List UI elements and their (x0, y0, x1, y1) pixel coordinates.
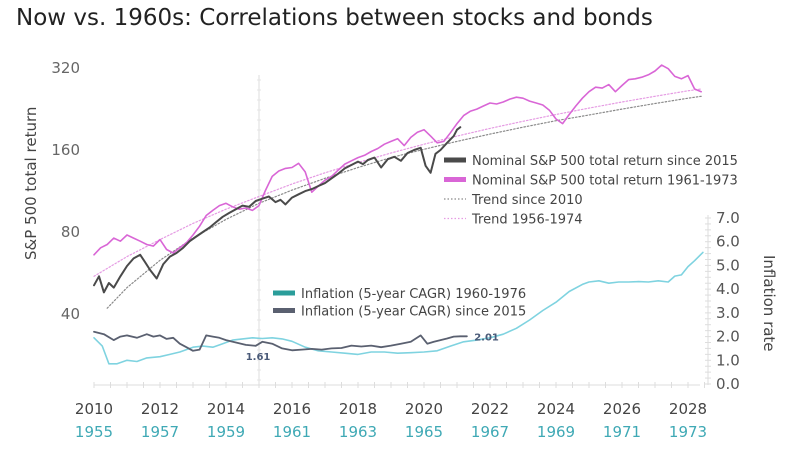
y-tick-left-label: 160 (51, 141, 80, 159)
legend-swatch (273, 290, 295, 296)
legend-label: Trend since 2010 (471, 193, 583, 208)
x-tick-label: 2016 (273, 400, 311, 418)
legend-label: Nominal S&P 500 total return since 2015 (472, 154, 738, 169)
annotation-label: 2.01 (474, 332, 499, 343)
x-tick-label: 2020 (405, 400, 443, 418)
x2-tick-label: 1961 (273, 423, 311, 441)
legend-label: Nominal S&P 500 total return 1961-1973 (472, 174, 738, 189)
legend-label: Inflation (5-year CAGR) since 2015 (301, 305, 526, 320)
x-tick-label: 2028 (669, 400, 707, 418)
series-inflation-5-year-cagr-1960-1976 (93, 251, 704, 365)
y-tick-right-label: 2.0 (716, 328, 740, 346)
series-inflation-5-year-cagr-since-2015 (93, 330, 468, 352)
legend-top: Nominal S&P 500 total return since 2015 N… (444, 154, 738, 228)
chart-title: Now vs. 1960s: Correlations between stoc… (16, 5, 653, 31)
x2-tick-label: 1963 (339, 423, 377, 441)
x2-tick-label: 1971 (603, 423, 641, 441)
axes-layer (93, 75, 711, 388)
x-tick-label: 2010 (75, 400, 113, 418)
x2-tick-label: 1969 (537, 423, 575, 441)
y-tick-right-label: 7.0 (716, 209, 740, 227)
x-tick-label: 2018 (339, 400, 377, 418)
series-nominal-s-p-500-total-return-since-2015 (93, 126, 462, 294)
x2-tick-label: 1955 (75, 423, 113, 441)
annotation-layer: 1.61 2.01 (246, 332, 499, 362)
legend-label: Inflation (5-year CAGR) 1960-1976 (301, 287, 526, 302)
annotation-label: 1.61 (246, 352, 271, 363)
x-tick-label: 2026 (603, 400, 641, 418)
series-trend-since-2010 (106, 95, 702, 309)
y-tick-left-label: 80 (61, 223, 80, 241)
x2-tick-label: 1959 (207, 423, 245, 441)
y-tick-right-label: 0.0 (716, 375, 740, 393)
x-tick-label: 2014 (207, 400, 245, 418)
y-tick-right-label: 6.0 (716, 233, 740, 251)
y-axis-label-right: Inflation rate (760, 255, 778, 352)
y-tick-right-label: 1.0 (716, 351, 740, 369)
series-layer (93, 64, 704, 365)
x-tick-label: 2024 (537, 400, 575, 418)
legend-swatch (444, 177, 466, 182)
y-tick-left-label: 320 (51, 59, 80, 77)
series-nominal-s-p-500-total-return-1961-1973 (93, 64, 703, 256)
y-tick-right-label: 4.0 (716, 280, 740, 298)
legend-label: Trend 1956-1974 (471, 213, 583, 228)
y-tick-left-label: 40 (61, 305, 80, 323)
y-tick-right-label: 5.0 (716, 256, 740, 274)
x-tick-label: 2022 (471, 400, 509, 418)
x2-tick-label: 1967 (471, 423, 509, 441)
y-axis-label-left: S&P 500 total return (22, 107, 40, 260)
legend-swatch (444, 157, 466, 163)
series-trend-1956-1974 (93, 88, 702, 277)
x-tick-label: 2012 (141, 400, 179, 418)
y-tick-right-label: 3.0 (716, 304, 740, 322)
x2-tick-label: 1973 (669, 423, 707, 441)
x2-tick-label: 1957 (141, 423, 179, 441)
tick-layer: 320 160 80 40 7.0 6.0 5.0 4.0 3.0 2.0 1.0 0.0 2010 19… (51, 59, 740, 441)
legend-bottom: Inflation (5-year CAGR) 1960-1976 Inflati… (273, 287, 526, 320)
legend-swatch (273, 308, 295, 313)
x2-tick-label: 1965 (405, 423, 443, 441)
